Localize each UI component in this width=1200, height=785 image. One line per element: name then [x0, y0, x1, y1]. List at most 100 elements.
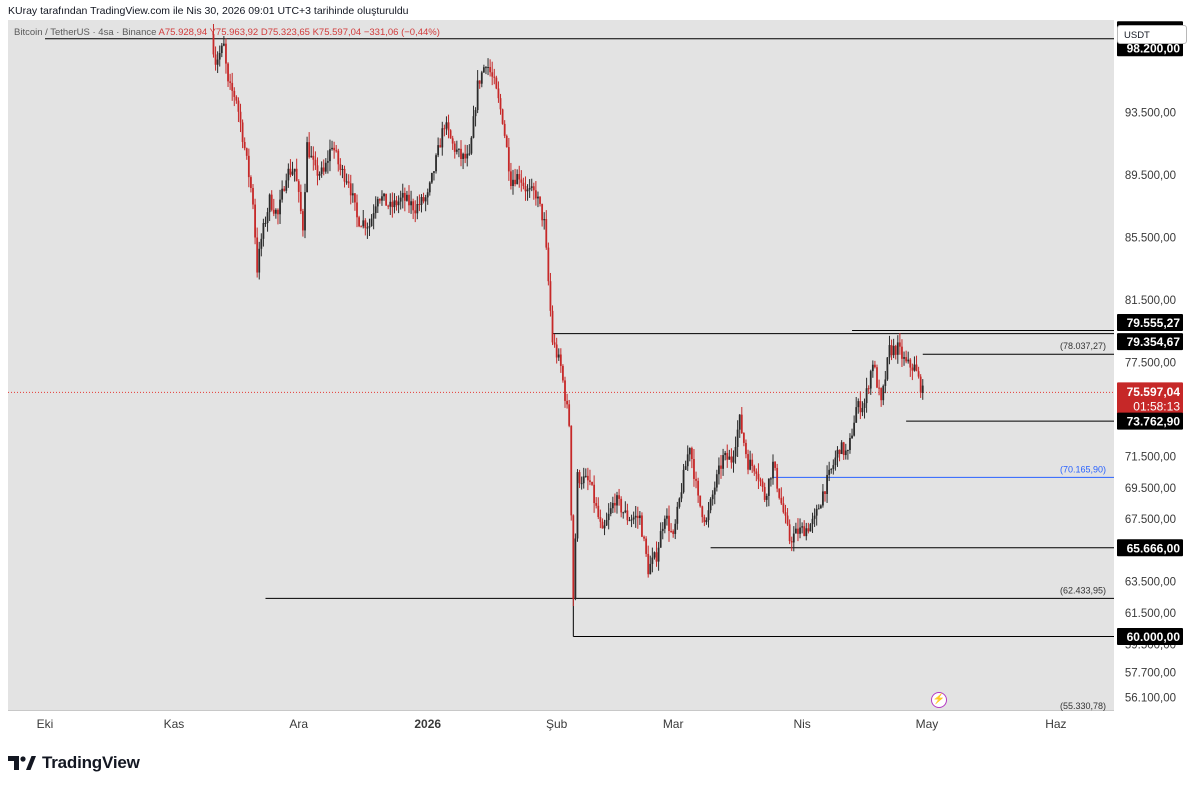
price-label: 73.762,90: [1127, 415, 1181, 429]
candle-body: [510, 171, 512, 187]
candle-body: [778, 488, 781, 498]
symbol-legend[interactable]: Bitcoin / TetherUS · 4sa · Binance A75.9…: [14, 27, 440, 38]
candle-body: [549, 281, 552, 311]
candle-body: [514, 179, 516, 185]
y-tick-label: 81.500,00: [1125, 295, 1176, 307]
candle-body: [921, 385, 924, 393]
candle-body: [555, 344, 558, 358]
candle-body: [618, 495, 620, 499]
price-label-box: [1117, 333, 1183, 351]
time-axis-ticks: Eki Kas Ara 2026 Şub Mar Nis May Haz: [37, 717, 1067, 731]
candle-body: [805, 528, 808, 537]
candle-body: [530, 186, 533, 188]
candle-body: [445, 122, 448, 129]
candle-body: [632, 517, 635, 520]
candle-body: [326, 161, 329, 163]
candle-body: [499, 98, 502, 110]
candle-body: [649, 563, 652, 575]
candle-body: [316, 165, 319, 176]
candle-body: [578, 472, 581, 484]
x-tick-label: Kas: [164, 717, 185, 731]
currency-selector[interactable]: USDT: [1117, 25, 1187, 44]
candle-body: [815, 508, 818, 516]
candle-body: [663, 518, 666, 529]
candle-body: [295, 168, 298, 182]
candle-body: [803, 526, 806, 537]
candle-body: [399, 197, 402, 202]
candle-body: [285, 180, 288, 191]
candle-body: [745, 442, 747, 455]
candle-body: [478, 80, 481, 84]
candle-body: [453, 143, 456, 152]
candle-body: [308, 142, 311, 158]
candle-body: [333, 147, 336, 151]
candle-body: [680, 492, 683, 499]
candle-body: [584, 475, 587, 477]
candle-body: [668, 515, 670, 531]
candle-body: [443, 128, 446, 130]
candle-body: [917, 371, 920, 377]
candle-body: [797, 528, 799, 534]
candle-body: [817, 508, 820, 510]
candle-body: [834, 457, 837, 466]
candle-body: [853, 422, 856, 436]
candle-body: [857, 401, 860, 408]
candle-body: [272, 209, 275, 214]
price-label: 65.666,00: [1127, 541, 1181, 555]
candle-body: [270, 194, 273, 210]
candle-body: [672, 531, 675, 534]
candle-body: [888, 345, 891, 358]
candle-body: [485, 67, 487, 69]
price-scale[interactable]: [1114, 20, 1200, 738]
y-tick-label: 69.500,00: [1125, 483, 1176, 495]
candle-body: [616, 495, 618, 506]
candle-body: [455, 149, 458, 152]
candle-body: [645, 538, 648, 554]
candle-body: [576, 472, 579, 539]
candle-body: [794, 528, 797, 534]
candle-body: [426, 192, 429, 198]
candle-body: [322, 167, 325, 172]
candle-body: [281, 188, 284, 200]
candle-body: [287, 168, 290, 181]
candle-body: [247, 155, 250, 178]
candle-body: [537, 196, 539, 199]
tradingview-brand[interactable]: TradingView: [8, 752, 140, 774]
candle-body: [911, 367, 914, 371]
candle-body: [293, 168, 296, 172]
candle-body: [580, 483, 583, 485]
candle-body: [464, 153, 467, 159]
candle-body: [430, 172, 433, 183]
candle-body: [335, 150, 338, 152]
lightning-icon[interactable]: ⚡: [931, 692, 947, 708]
y-tick-label: 85.500,00: [1125, 232, 1176, 244]
candle-body: [855, 407, 858, 423]
candle-body: [341, 168, 344, 170]
candle-body: [799, 527, 801, 534]
candle-body: [370, 218, 373, 227]
candle-body: [216, 59, 219, 65]
candle-body: [518, 174, 521, 180]
candle-body: [366, 227, 369, 229]
candle-body: [331, 147, 333, 150]
x-tick-label: Haz: [1045, 717, 1066, 731]
candle-body: [907, 359, 910, 362]
time-scale[interactable]: [8, 710, 1114, 739]
candle-body: [254, 204, 256, 238]
candle-body: [591, 482, 593, 485]
candle-body: [624, 510, 627, 513]
candle-body: [601, 521, 604, 529]
candle-body: [437, 145, 440, 156]
candle-body: [545, 219, 548, 248]
candle-body: [647, 553, 650, 575]
candle-body: [878, 387, 880, 389]
candle-body: [574, 538, 577, 600]
candle-body: [557, 354, 560, 358]
candle-body: [670, 530, 672, 532]
y-tick-label: 56.100,00: [1125, 692, 1176, 704]
candle-body: [740, 414, 743, 434]
candle-body: [528, 187, 531, 190]
candle-body: [493, 76, 496, 78]
candle-body: [422, 197, 425, 202]
candle-body: [614, 502, 616, 506]
